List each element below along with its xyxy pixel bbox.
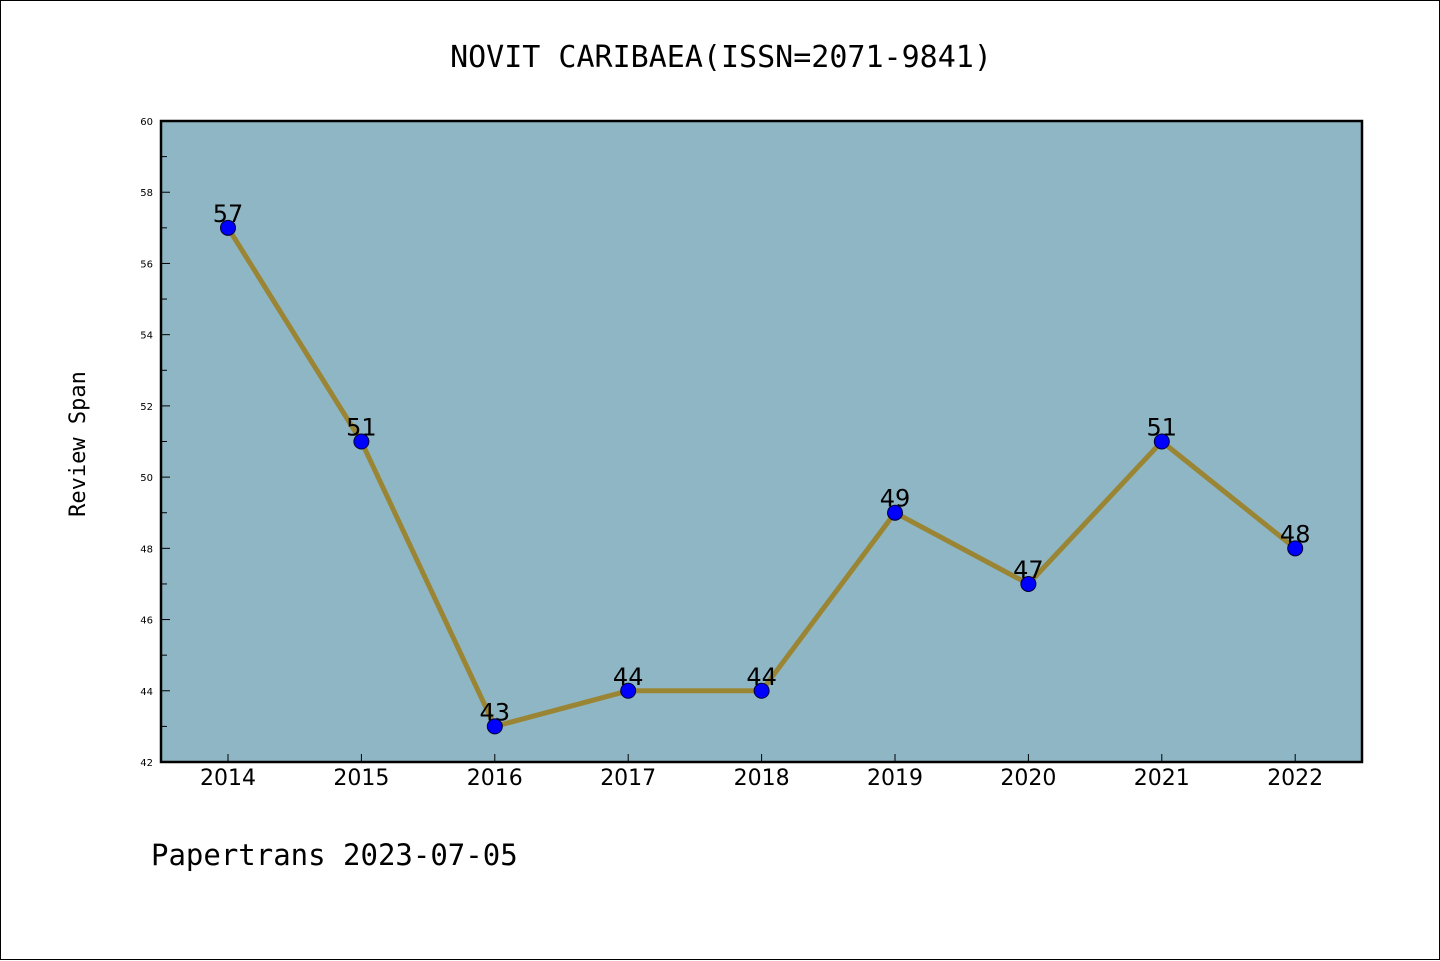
x-tick-label: 2017	[600, 766, 656, 791]
y-axis-label: Review Span	[66, 371, 91, 517]
data-point	[353, 433, 370, 450]
data-point	[220, 219, 236, 236]
y-tick-label: 48	[140, 544, 153, 555]
data-point	[1153, 433, 1170, 450]
data-point	[620, 682, 637, 699]
x-tick-label: 2014	[200, 766, 256, 791]
y-tick-label: 44	[140, 687, 153, 698]
x-tick-label: 2018	[734, 766, 790, 791]
x-tick-label: 2021	[1134, 766, 1190, 791]
y-tick-label: 42	[140, 758, 153, 769]
x-tick-label: 2016	[467, 766, 523, 791]
y-tick-label: 58	[140, 188, 153, 199]
data-label: 51	[346, 414, 377, 442]
data-point	[486, 718, 503, 735]
data-label: 51	[1147, 414, 1178, 442]
x-tick-label: 2015	[333, 766, 389, 791]
data-label: 48	[1280, 520, 1311, 548]
y-tick-label: 46	[140, 616, 153, 627]
data-point	[887, 504, 903, 521]
data-point	[753, 682, 770, 699]
footer-text: Papertrans 2023-07-05	[151, 838, 518, 872]
y-tick-label: 54	[140, 331, 153, 342]
y-tick-label: 52	[140, 402, 153, 413]
data-labels: 57 51 43 44 44 49 47 51 48	[213, 200, 1311, 727]
data-label: 57	[213, 200, 244, 228]
y-axis: 42 44 46 48 50 52 54 56 58 60	[140, 117, 170, 769]
data-label: 43	[480, 698, 511, 726]
data-point	[1287, 540, 1304, 557]
data-label: 44	[746, 663, 777, 691]
x-tick-label: 2020	[1000, 766, 1056, 791]
x-axis: 2014 2015 2016 2017 2018 2019 2020 2021 2022	[200, 754, 1323, 791]
data-label: 49	[880, 485, 911, 513]
data-markers	[220, 219, 1304, 735]
x-tick-label: 2019	[867, 766, 923, 791]
data-label: 44	[613, 663, 644, 691]
chart-title: NOVIT CARIBAEA(ISSN=2071-9841)	[450, 40, 992, 75]
data-label: 47	[1013, 556, 1044, 584]
y-tick-label: 60	[140, 117, 153, 128]
data-point	[1020, 575, 1037, 592]
y-tick-label: 56	[140, 259, 153, 270]
y-tick-label: 50	[140, 473, 153, 484]
x-tick-label: 2022	[1267, 766, 1323, 791]
